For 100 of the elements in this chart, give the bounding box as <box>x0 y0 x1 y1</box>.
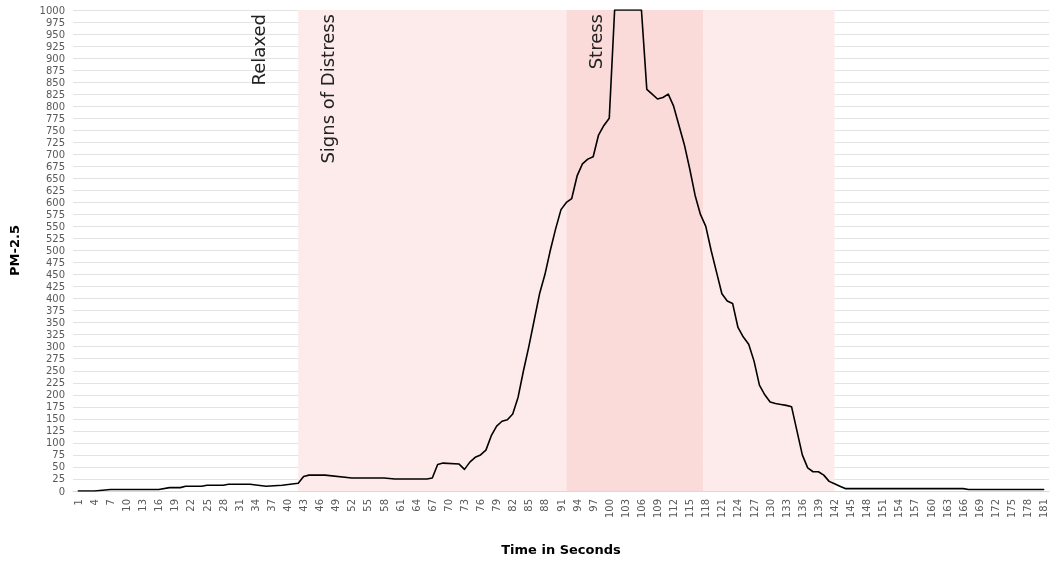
y-tick-label: 625 <box>45 184 65 196</box>
y-tick-label: 425 <box>45 281 65 293</box>
x-tick-label: 19 <box>169 499 181 512</box>
x-tick-label: 142 <box>828 499 840 519</box>
x-tick-label: 124 <box>732 499 744 519</box>
band-label: Signs of Distress <box>317 14 339 164</box>
y-tick-label: 675 <box>45 160 65 172</box>
x-tick-label: 115 <box>684 499 696 519</box>
x-tick-label: 130 <box>764 499 776 519</box>
x-tick-label: 25 <box>201 499 213 512</box>
x-tick-label: 118 <box>700 499 712 519</box>
y-tick-label: 850 <box>45 76 65 88</box>
x-tick-label: 154 <box>893 499 905 519</box>
x-tick-label: 145 <box>845 499 857 519</box>
x-tick-label: 52 <box>346 499 358 512</box>
line-series <box>77 9 1045 492</box>
x-tick-label: 91 <box>555 499 567 512</box>
y-tick-label: 25 <box>52 473 65 485</box>
x-tick-label: 109 <box>652 499 664 519</box>
x-tick-label: 121 <box>716 499 728 519</box>
y-tick-label: 325 <box>45 329 65 341</box>
y-tick-label: 500 <box>45 245 65 256</box>
x-tick-label: 166 <box>957 499 969 519</box>
y-tick-label: 600 <box>45 196 65 208</box>
y-tick-label: 150 <box>45 413 65 425</box>
y-tick-label: 475 <box>45 257 65 269</box>
x-tick-label: 40 <box>282 499 294 512</box>
annotation: Relaxed <box>247 14 269 86</box>
y-tick-label: 775 <box>45 112 65 124</box>
x-tick-label: 82 <box>507 499 519 512</box>
x-tick-label: 175 <box>1005 499 1017 519</box>
y-tick-label: 225 <box>45 377 65 389</box>
y-tick-label: 275 <box>45 353 65 365</box>
y-tick-label: 925 <box>45 40 65 52</box>
y-tick-label: 50 <box>52 461 65 473</box>
x-tick-label: 22 <box>185 499 197 512</box>
x-tick-label: 10 <box>121 499 133 512</box>
x-tick-label: 13 <box>137 499 149 512</box>
x-tick-label: 97 <box>587 499 599 512</box>
x-tick-label: 136 <box>796 499 808 519</box>
x-tick-label: 49 <box>330 499 342 512</box>
x-axis-title: Time in Seconds <box>501 542 622 557</box>
x-tick-label: 181 <box>1038 499 1050 519</box>
y-tick-label: 700 <box>45 148 65 160</box>
x-tick-label: 160 <box>925 499 937 519</box>
y-tick-label: 975 <box>45 16 65 28</box>
x-tick-label: 4 <box>88 499 100 506</box>
x-tick-label: 67 <box>426 499 438 512</box>
x-tick-label: 133 <box>780 499 792 519</box>
x-tick-label: 100 <box>603 499 615 519</box>
y-tick-label: 900 <box>45 52 65 64</box>
y-tick-label: 300 <box>45 341 65 353</box>
y-tick-label: 1000 <box>39 4 65 16</box>
y-tick-label: 450 <box>45 269 65 281</box>
y-tick-label: 375 <box>45 305 65 317</box>
band-label: Stress <box>585 14 607 70</box>
x-tick-label: 169 <box>973 499 985 519</box>
x-tick-label: 73 <box>458 499 470 512</box>
x-tick-label: 79 <box>491 499 503 512</box>
y-tick-label: 950 <box>45 28 65 40</box>
y-tick-label: 175 <box>45 401 65 413</box>
y-tick-label: 750 <box>45 124 65 136</box>
x-tick-label: 7 <box>105 499 117 506</box>
x-tick-label: 178 <box>1022 499 1034 519</box>
x-tick-label: 139 <box>812 499 824 519</box>
x-tick-label: 70 <box>442 499 454 512</box>
y-tick-label: 650 <box>45 172 65 184</box>
y-tick-label: 125 <box>45 425 65 437</box>
x-tick-label: 76 <box>475 499 487 512</box>
x-tick-label: 37 <box>265 499 277 512</box>
y-tick-label: 525 <box>45 232 65 244</box>
x-tick-label: 163 <box>941 499 953 519</box>
x-tick-label: 112 <box>668 499 680 519</box>
y-tick-label: 75 <box>52 449 65 461</box>
x-tick-label: 46 <box>314 499 326 512</box>
x-tick-label: 64 <box>410 499 422 512</box>
y-axis-title: PM-2.5 <box>7 225 22 276</box>
x-tick-label: 94 <box>571 499 583 512</box>
y-tick-label: 250 <box>45 365 65 377</box>
x-tick-label: 151 <box>877 499 889 519</box>
y-tick-label: 875 <box>45 64 65 76</box>
x-tick-label: 58 <box>378 499 390 512</box>
x-tick-label: 85 <box>523 499 535 512</box>
x-tick-label: 61 <box>394 499 406 512</box>
y-tick-label: 400 <box>45 293 65 305</box>
x-tick-label: 28 <box>217 499 229 512</box>
y-tick-label: 200 <box>45 389 65 401</box>
x-tick-label: 127 <box>748 499 760 519</box>
y-tick-label: 800 <box>45 100 65 112</box>
x-tick-label: 148 <box>861 499 873 519</box>
x-tick-label: 88 <box>539 499 551 512</box>
x-tick-label: 157 <box>909 499 921 519</box>
x-tick-label: 172 <box>989 499 1001 519</box>
y-tick-label: 550 <box>45 220 65 232</box>
x-tick-label: 16 <box>153 499 165 512</box>
y-tick-label: 725 <box>45 136 65 148</box>
x-tick-label: 55 <box>362 499 374 512</box>
x-tick-label: 103 <box>619 499 631 519</box>
x-tick-label: 1 <box>72 499 84 506</box>
x-tick-label: 106 <box>635 499 647 519</box>
